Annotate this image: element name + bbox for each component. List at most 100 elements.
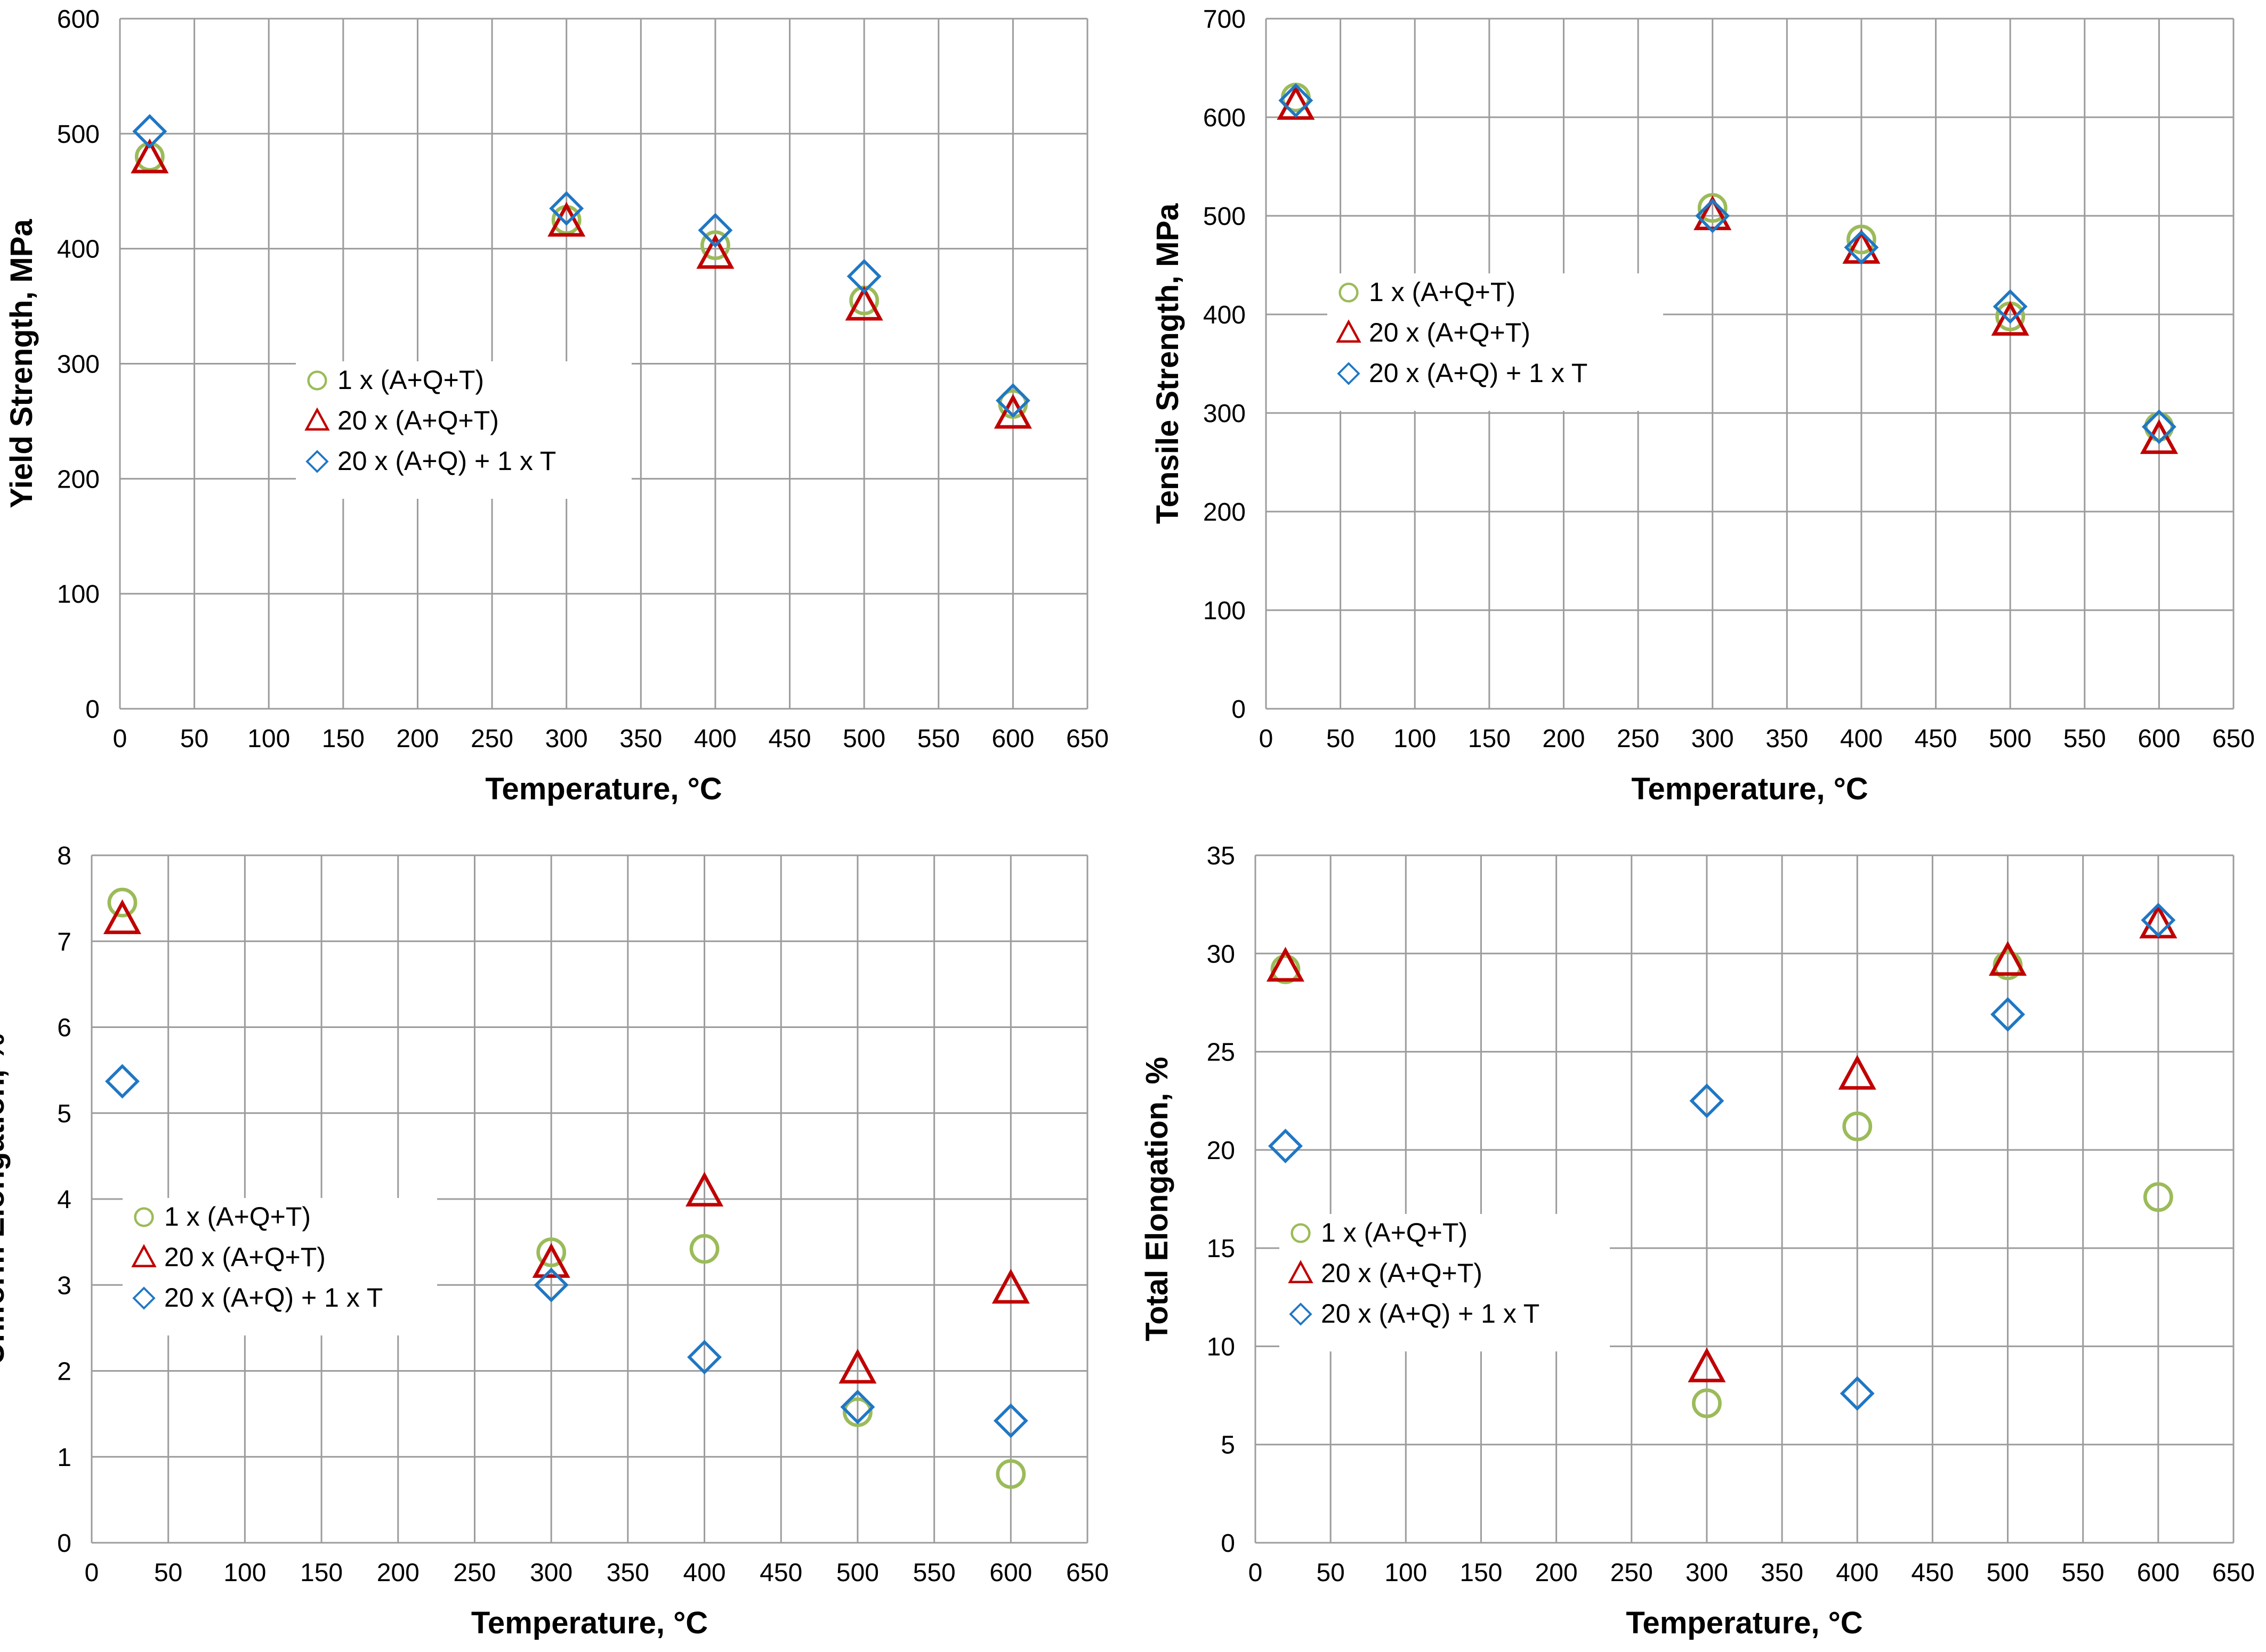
y-tick-label: 3 [57, 1272, 71, 1300]
x-tick-label: 500 [843, 725, 885, 753]
legend-box [1327, 273, 1663, 411]
y-tick-label: 500 [57, 120, 100, 149]
legend-entry-1: 1 x (A+Q+T) [1291, 1218, 1467, 1248]
data-point [689, 1234, 720, 1264]
x-tick-label: 550 [913, 1559, 956, 1587]
series-1 [107, 887, 1026, 1489]
x-tick-label: 200 [1535, 1559, 1578, 1587]
x-tick-label: 350 [1765, 725, 1808, 753]
series-3 [1278, 83, 2176, 444]
x-tick-label: 450 [760, 1559, 802, 1587]
legend-label: 20 x (A+Q) + 1 x T [1321, 1299, 1539, 1329]
x-tick-label: 300 [530, 1559, 572, 1587]
y-tick-label: 600 [1203, 104, 1246, 132]
plot-area [1255, 855, 2233, 1543]
legend-entry-2: 20 x (A+Q+T) [1288, 1258, 1482, 1288]
data-point [1838, 1055, 1876, 1090]
x-axis-title: Temperature, °C [1631, 772, 1868, 806]
data-point [103, 899, 142, 934]
series-3 [105, 1064, 1028, 1438]
series-2 [1266, 903, 2178, 1382]
legend-box [123, 1198, 437, 1335]
data-point [1991, 301, 2029, 336]
x-axis-title: Temperature, °C [471, 1606, 708, 1640]
x-tick-label: 550 [917, 725, 960, 753]
data-point [700, 230, 730, 261]
legend-box [1279, 1214, 1610, 1351]
x-axis-title: Temperature, °C [485, 772, 722, 806]
x-tick-label: 100 [1384, 1559, 1427, 1587]
legend-marker [304, 407, 330, 431]
x-tick-label: 500 [836, 1559, 879, 1587]
data-point [1695, 198, 1730, 233]
y-tick-label: 300 [57, 351, 100, 379]
data-point [107, 887, 138, 918]
chart-1: 0 50 100 150 200 250 300 350 400 450 500 550 600 650 0… [4, 5, 1109, 806]
chart-2: 0 50 100 150 200 250 300 350 400 450 500 550 600 650 0… [1150, 5, 2255, 806]
x-tick-label: 300 [1691, 725, 1734, 753]
x-tick-label: 150 [1459, 1559, 1502, 1587]
y-tick-label: 30 [1207, 940, 1235, 968]
data-point [547, 201, 586, 237]
data-point [1277, 85, 1315, 120]
x-tick-label: 100 [247, 725, 290, 753]
legend-marker [131, 1244, 157, 1267]
series-2 [131, 138, 1032, 429]
x-tick-label: 650 [1066, 1559, 1109, 1587]
x-tick-label: 100 [223, 1559, 266, 1587]
data-point [1692, 1388, 1722, 1419]
y-tick-label: 600 [57, 5, 100, 34]
chart-3: 0 50 100 150 200 250 300 350 400 450 500 550 600 650 0… [0, 842, 1109, 1640]
data-point [996, 1459, 1026, 1489]
data-point [1988, 941, 2027, 976]
x-tick-label: 300 [545, 725, 588, 753]
legend-marker [307, 370, 327, 391]
data-point [838, 1348, 877, 1384]
x-tick-label: 600 [2138, 725, 2180, 753]
legend-label: 20 x (A+Q) + 1 x T [1369, 358, 1587, 388]
y-tick-label: 0 [57, 1529, 71, 1558]
legend-marker [132, 1286, 156, 1310]
x-tick-label: 0 [1259, 725, 1273, 753]
data-point [696, 234, 735, 269]
y-tick-label: 10 [1207, 1333, 1235, 1361]
legend-marker [1338, 282, 1359, 303]
x-tick-label: 600 [991, 725, 1034, 753]
y-tick-label: 8 [57, 842, 71, 870]
data-point [995, 383, 1030, 418]
data-point [994, 394, 1032, 429]
data-point [843, 1397, 873, 1427]
y-tick-label: 300 [1203, 400, 1246, 428]
x-tick-label: 200 [377, 1559, 420, 1587]
x-tick-label: 500 [1989, 725, 2031, 753]
x-axis-title: Temperature, °C [1626, 1606, 1862, 1640]
legend-entry-3: 20 x (A+Q) + 1 x T [1337, 358, 1587, 388]
legend-marker [1337, 362, 1360, 385]
data-point [845, 286, 883, 321]
x-tick-label: 650 [1066, 725, 1109, 753]
legend-marker [305, 450, 329, 473]
legend-label: 1 x (A+Q+T) [1369, 277, 1515, 307]
x-tick-label: 650 [2212, 725, 2255, 753]
y-tick-label: 400 [1203, 301, 1246, 329]
x-tick-label: 200 [1542, 725, 1585, 753]
y-tick-label: 5 [57, 1100, 71, 1128]
legend-marker [1291, 1223, 1311, 1243]
data-point [1842, 1111, 1873, 1141]
y-axis-title: Uniform Elongation, % [0, 1033, 11, 1365]
y-tick-label: 0 [85, 695, 100, 724]
y-tick-label: 20 [1207, 1137, 1235, 1165]
data-point [1278, 83, 1313, 118]
data-point [131, 138, 169, 174]
data-point [549, 191, 584, 226]
data-point [698, 213, 733, 248]
x-tick-label: 650 [2212, 1559, 2255, 1587]
series-3 [1268, 903, 2176, 1411]
y-tick-label: 200 [57, 465, 100, 493]
y-tick-label: 2 [57, 1358, 71, 1386]
data-point [1844, 230, 1879, 265]
x-tick-label: 150 [1468, 725, 1511, 753]
data-point [1270, 954, 1301, 984]
legend-label: 20 x (A+Q+T) [337, 406, 499, 435]
